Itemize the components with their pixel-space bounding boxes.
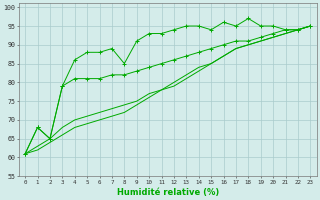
X-axis label: Humidité relative (%): Humidité relative (%) xyxy=(116,188,219,197)
